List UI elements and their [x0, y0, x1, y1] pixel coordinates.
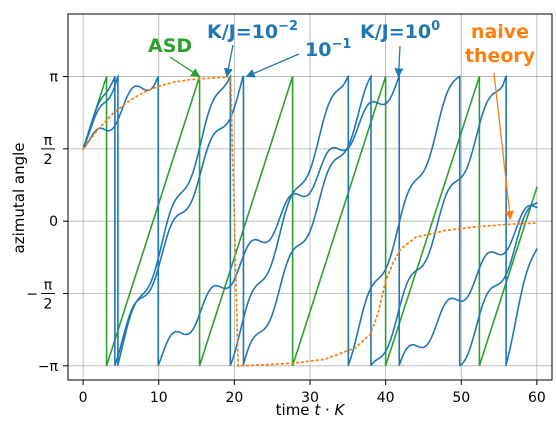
y-tick-label: π [50, 70, 59, 86]
x-axis-label: time t · K [276, 401, 346, 419]
y-tick-label: π2 [41, 133, 55, 168]
svg-text:K/J=100: K/J=100 [360, 19, 440, 43]
x-tick-label: 20 [225, 390, 243, 406]
annotation-2: K/J=10−2 [207, 19, 298, 78]
x-tick-label: 40 [377, 390, 395, 406]
svg-text:π: π [44, 133, 53, 149]
x-tick-label: 50 [452, 390, 470, 406]
y-axis-label: azimutal angle [10, 143, 28, 254]
annotation-1: ASD [148, 35, 201, 78]
svg-text:ASD: ASD [148, 35, 192, 57]
svg-text:π: π [44, 277, 53, 293]
svg-text:2: 2 [44, 296, 53, 312]
svg-text:K/J=10−2: K/J=10−2 [207, 19, 298, 43]
svg-text:naive: naive [471, 21, 529, 43]
y-tick-label: π 2− [26, 277, 55, 312]
svg-text:−: − [26, 286, 38, 302]
y-tick-label: −π [38, 359, 59, 375]
annotation-4: K/J=100 [360, 19, 440, 78]
x-tick-label: 10 [150, 390, 168, 406]
series-line-4 [82, 73, 538, 366]
annotation-3: 10−1 [245, 37, 351, 78]
svg-text:theory: theory [465, 45, 536, 67]
x-tick-label: 30 [301, 390, 319, 406]
svg-text:10−1: 10−1 [305, 37, 351, 61]
svg-text:2: 2 [44, 152, 53, 168]
x-tick-label: 0 [79, 390, 88, 406]
y-tick-label: 0 [49, 214, 58, 230]
x-tick-label: 60 [528, 390, 546, 406]
series-group [82, 73, 538, 367]
series-line-5 [82, 76, 538, 367]
